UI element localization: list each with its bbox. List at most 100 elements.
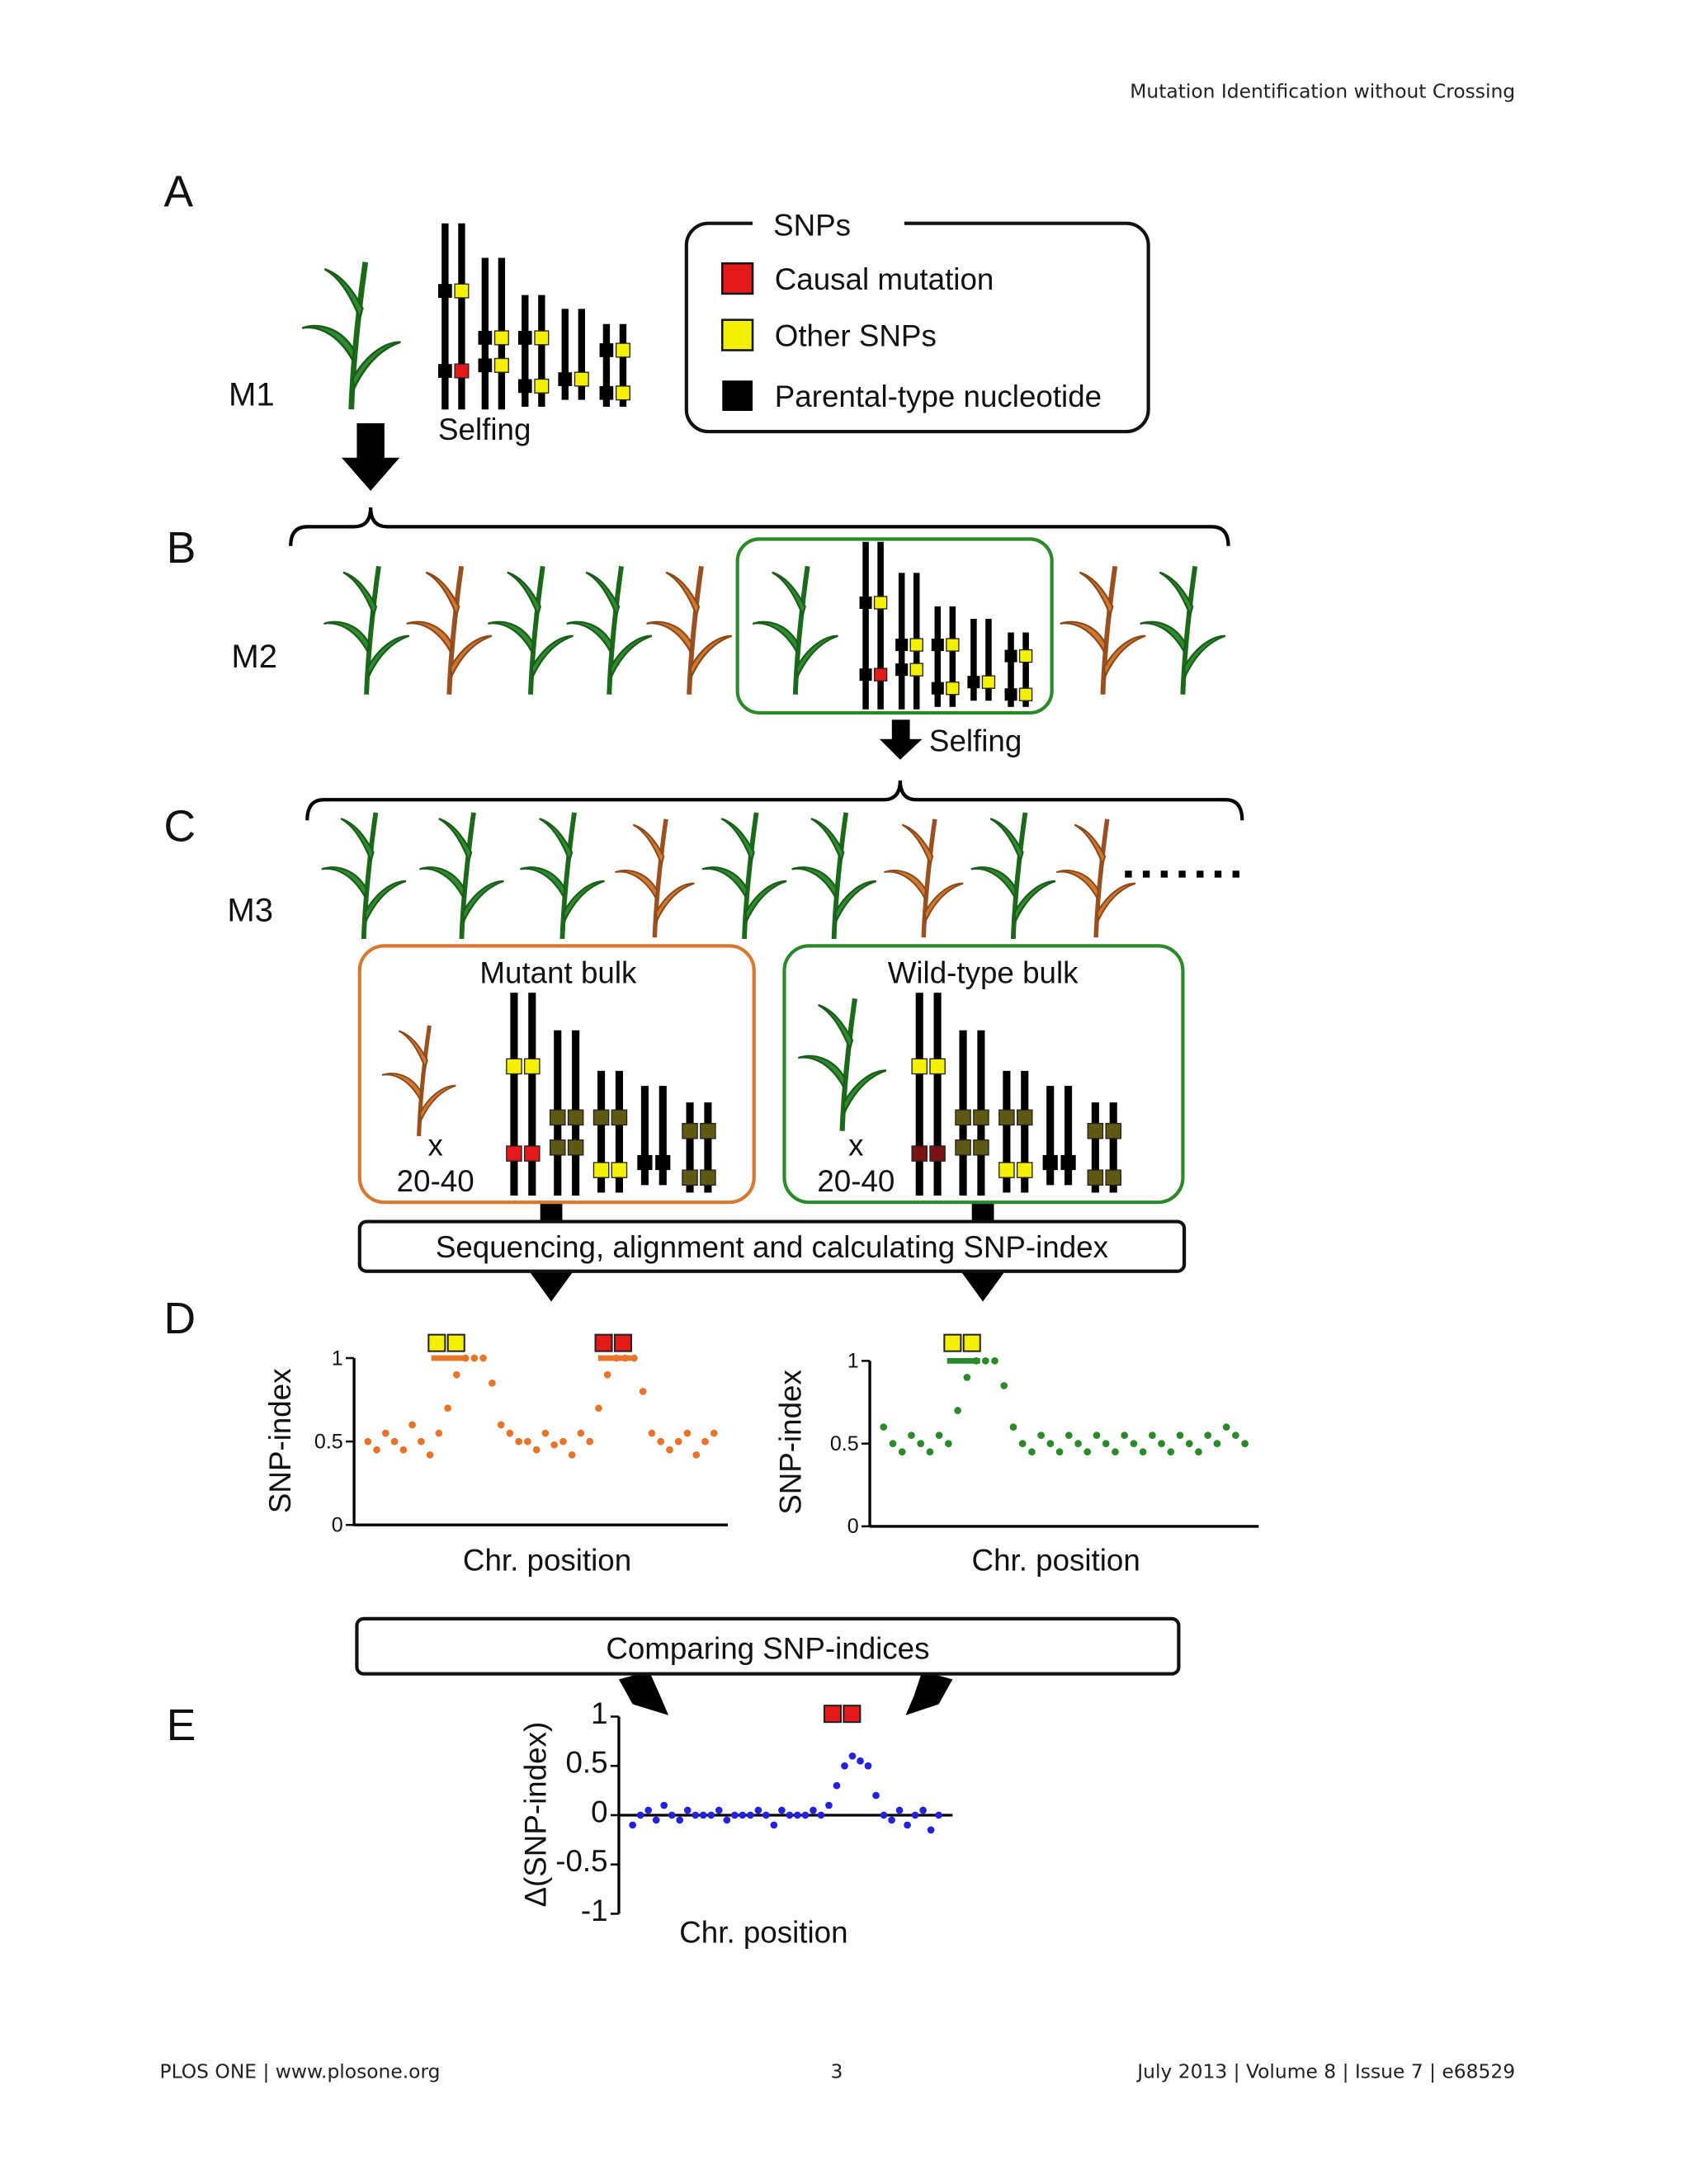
snp	[946, 638, 960, 652]
step-text: Sequencing, alignment and calculating SN…	[436, 1230, 1108, 1264]
bulk-multiplier: x	[848, 1128, 863, 1162]
y-tick-label: 1	[332, 1347, 343, 1370]
snp	[592, 1162, 610, 1178]
data-point	[904, 1821, 911, 1829]
data-point	[390, 1437, 399, 1446]
data-point	[841, 1762, 848, 1770]
data-point	[692, 1811, 700, 1819]
data-point	[1112, 1448, 1119, 1455]
snp	[998, 1109, 1015, 1126]
data-point	[435, 1429, 443, 1437]
snp	[506, 1145, 522, 1162]
chromosome	[602, 323, 611, 407]
snp	[454, 363, 470, 379]
chromosome	[949, 606, 956, 707]
panel-label: C	[163, 802, 196, 851]
data-point	[660, 1801, 668, 1809]
data-point	[668, 1811, 676, 1819]
data-point	[683, 1806, 692, 1814]
snp	[931, 639, 944, 652]
data-point	[1204, 1432, 1212, 1439]
data-point	[489, 1380, 496, 1387]
snp	[911, 1058, 928, 1075]
chromosome	[934, 606, 942, 707]
snp	[637, 1154, 653, 1171]
data-point	[408, 1421, 416, 1429]
data-point	[506, 1429, 514, 1437]
data-point	[880, 1423, 888, 1431]
snp	[1004, 649, 1017, 663]
data-point	[945, 1440, 952, 1447]
snp	[981, 675, 996, 689]
arrows	[342, 423, 1005, 1715]
chromosome	[615, 1070, 623, 1193]
data-point	[683, 1429, 692, 1437]
snp	[478, 331, 493, 345]
snp	[524, 1058, 541, 1075]
data-point	[426, 1450, 434, 1459]
data-point	[1149, 1432, 1156, 1439]
snp	[574, 371, 589, 387]
chromosome	[578, 309, 586, 400]
data-point	[470, 1354, 479, 1362]
y-tick-label: -0.5	[555, 1844, 607, 1878]
data-point	[864, 1762, 872, 1770]
snp	[1042, 1154, 1058, 1171]
data-point	[801, 1811, 810, 1819]
generation-label: M1	[229, 376, 275, 413]
chromosome	[1046, 1086, 1055, 1186]
chromosome	[659, 1086, 667, 1186]
snp	[611, 1162, 628, 1178]
snp	[1105, 1122, 1121, 1139]
bulk-multiplier: x	[428, 1128, 443, 1162]
chromosome	[619, 323, 627, 407]
snp	[955, 1139, 971, 1156]
data-point	[595, 1404, 602, 1413]
snp	[438, 364, 452, 378]
data-point	[652, 1816, 660, 1824]
snp	[558, 372, 573, 386]
data-point	[648, 1429, 656, 1437]
data-point	[848, 1752, 857, 1760]
snp	[682, 1122, 698, 1139]
data-point	[889, 1440, 897, 1447]
data-point	[674, 1437, 682, 1446]
data-point	[603, 1370, 611, 1379]
footer-issue: July 2013 | Volume 8 | Issue 7 | e68529	[1135, 2059, 1515, 2083]
brace	[289, 507, 1230, 546]
bulk-count: 20-40	[817, 1164, 895, 1198]
data-point	[1055, 1448, 1064, 1455]
chromosome	[1109, 1102, 1117, 1193]
data-point	[541, 1429, 550, 1437]
data-point	[1083, 1448, 1092, 1455]
selected-plant-box	[735, 537, 1054, 715]
snp	[895, 663, 909, 677]
data-point	[629, 1821, 636, 1829]
chromosome	[686, 1102, 694, 1193]
snp	[1087, 1122, 1104, 1139]
snp	[859, 596, 872, 609]
data-point	[1167, 1448, 1175, 1455]
data-point	[676, 1816, 684, 1824]
data-point	[954, 1407, 961, 1414]
chromosome	[640, 1086, 649, 1186]
data-point	[417, 1437, 425, 1446]
data-point	[1195, 1448, 1202, 1455]
y-tick-label: -1	[581, 1894, 608, 1927]
data-point	[621, 1354, 630, 1362]
data-point	[1176, 1432, 1184, 1439]
snp	[1060, 1154, 1076, 1171]
snp	[873, 667, 888, 682]
chromosome	[458, 223, 465, 410]
peak-markers	[427, 1333, 981, 1724]
data-point	[515, 1437, 522, 1446]
snp	[567, 1139, 584, 1156]
data-point	[479, 1354, 487, 1362]
running-header: Mutation Identification without Crossing	[1130, 80, 1515, 103]
data-point	[817, 1811, 825, 1819]
snp	[998, 1162, 1015, 1178]
y-axis-label: SNP-index	[263, 1368, 297, 1513]
data-point	[636, 1811, 644, 1819]
data-point	[794, 1811, 801, 1819]
